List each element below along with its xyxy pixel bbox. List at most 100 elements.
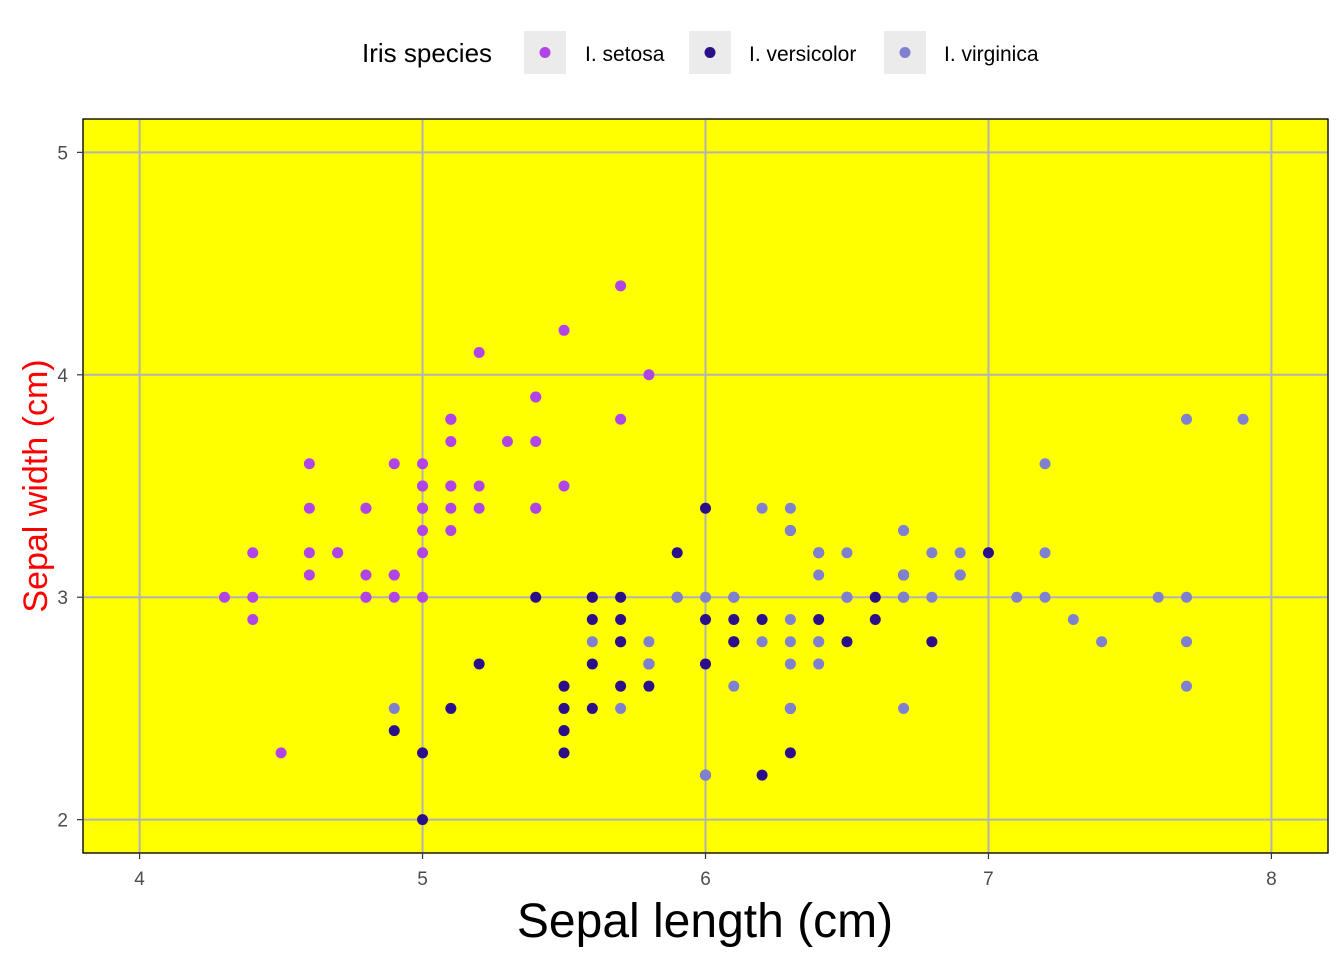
point-setosa bbox=[247, 591, 259, 603]
point-virginica bbox=[586, 636, 598, 648]
point-setosa bbox=[303, 547, 315, 559]
point-virginica bbox=[1152, 591, 1164, 603]
point-virginica bbox=[784, 702, 796, 714]
point-virginica bbox=[728, 591, 740, 603]
point-virginica bbox=[784, 636, 796, 648]
point-virginica bbox=[1067, 613, 1079, 625]
point-versicolor bbox=[586, 702, 598, 714]
point-setosa bbox=[445, 480, 457, 492]
point-versicolor bbox=[643, 680, 655, 692]
y-axis-title: Sepal width (cm) bbox=[17, 359, 55, 612]
point-setosa bbox=[530, 391, 542, 403]
point-versicolor bbox=[530, 591, 542, 603]
point-setosa bbox=[417, 502, 429, 514]
point-virginica bbox=[700, 591, 711, 603]
point-setosa bbox=[388, 458, 400, 470]
legend-marker-setosa bbox=[539, 47, 551, 58]
point-setosa bbox=[303, 502, 315, 514]
point-versicolor bbox=[982, 547, 994, 559]
point-versicolor bbox=[558, 680, 570, 692]
y-axis: 2 3 4 5 bbox=[57, 143, 83, 832]
point-setosa bbox=[218, 591, 230, 603]
point-virginica bbox=[813, 569, 825, 581]
point-virginica bbox=[1039, 591, 1051, 603]
point-virginica bbox=[954, 569, 966, 581]
point-virginica bbox=[898, 569, 910, 581]
point-setosa bbox=[445, 413, 457, 425]
point-setosa bbox=[247, 613, 259, 625]
point-versicolor bbox=[417, 814, 429, 826]
point-setosa bbox=[558, 324, 570, 336]
point-setosa bbox=[445, 524, 457, 536]
legend-marker-versicolor bbox=[704, 47, 716, 58]
point-versicolor bbox=[841, 636, 853, 648]
point-versicolor bbox=[417, 747, 429, 759]
point-virginica bbox=[898, 702, 910, 714]
point-versicolor bbox=[615, 680, 627, 692]
y-tick-label: 5 bbox=[57, 143, 68, 164]
x-tick-label: 8 bbox=[1266, 869, 1277, 890]
point-virginica bbox=[1039, 547, 1051, 559]
point-setosa bbox=[303, 569, 315, 581]
point-versicolor bbox=[388, 725, 400, 737]
point-setosa bbox=[247, 547, 259, 559]
point-versicolor bbox=[615, 613, 627, 625]
point-versicolor bbox=[700, 502, 711, 514]
point-virginica bbox=[1039, 458, 1051, 470]
point-virginica bbox=[841, 591, 853, 603]
point-setosa bbox=[388, 591, 400, 603]
point-versicolor bbox=[615, 636, 627, 648]
x-tick-label: 4 bbox=[134, 869, 145, 890]
legend-item-versicolor: I. versicolor bbox=[689, 31, 856, 74]
y-tick-label: 4 bbox=[57, 366, 68, 387]
point-setosa bbox=[360, 591, 372, 603]
point-setosa bbox=[417, 480, 429, 492]
x-tick-label: 7 bbox=[983, 869, 994, 890]
point-setosa bbox=[530, 502, 542, 514]
point-virginica bbox=[784, 658, 796, 670]
point-virginica bbox=[813, 547, 825, 559]
point-setosa bbox=[643, 369, 655, 381]
point-virginica bbox=[671, 591, 683, 603]
point-virginica bbox=[898, 591, 910, 603]
point-versicolor bbox=[756, 769, 768, 781]
y-tick-label: 2 bbox=[57, 811, 68, 832]
point-virginica bbox=[926, 547, 938, 559]
point-setosa bbox=[360, 502, 372, 514]
point-setosa bbox=[445, 502, 457, 514]
point-virginica bbox=[784, 502, 796, 514]
point-versicolor bbox=[445, 702, 457, 714]
point-setosa bbox=[530, 436, 542, 448]
data-points bbox=[218, 280, 1249, 826]
point-versicolor bbox=[586, 658, 598, 670]
legend-label-setosa: I. setosa bbox=[585, 43, 665, 66]
point-setosa bbox=[473, 502, 485, 514]
point-setosa bbox=[417, 458, 429, 470]
legend: Iris species I. setosa I. versicolor I. … bbox=[362, 31, 1039, 74]
point-virginica bbox=[898, 524, 910, 536]
point-setosa bbox=[473, 480, 485, 492]
point-setosa bbox=[473, 347, 485, 359]
point-setosa bbox=[501, 436, 513, 448]
point-setosa bbox=[303, 458, 315, 470]
legend-title: Iris species bbox=[362, 38, 492, 68]
point-versicolor bbox=[784, 747, 796, 759]
legend-marker-virginica bbox=[899, 47, 911, 58]
x-tick-label: 5 bbox=[417, 869, 428, 890]
x-axis-title: Sepal length (cm) bbox=[517, 895, 893, 948]
x-tick-label: 6 bbox=[700, 869, 711, 890]
point-setosa bbox=[558, 480, 570, 492]
point-versicolor bbox=[615, 591, 627, 603]
point-versicolor bbox=[473, 658, 485, 670]
point-virginica bbox=[1181, 636, 1193, 648]
point-versicolor bbox=[869, 613, 881, 625]
point-virginica bbox=[643, 658, 655, 670]
point-setosa bbox=[417, 591, 429, 603]
point-virginica bbox=[813, 658, 825, 670]
point-versicolor bbox=[869, 591, 881, 603]
point-virginica bbox=[1181, 680, 1193, 692]
point-setosa bbox=[417, 547, 429, 559]
point-virginica bbox=[643, 636, 655, 648]
point-setosa bbox=[275, 747, 287, 759]
point-virginica bbox=[388, 702, 400, 714]
